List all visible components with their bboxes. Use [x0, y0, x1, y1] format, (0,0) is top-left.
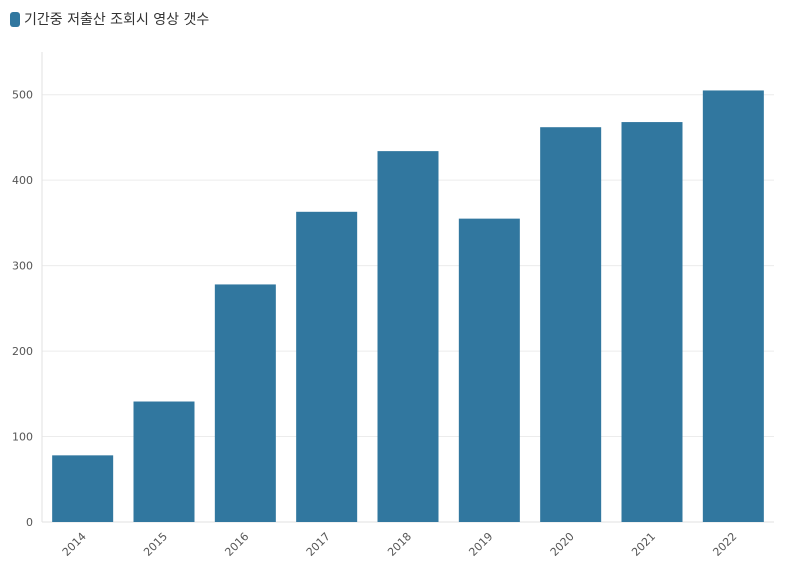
bar — [377, 151, 439, 523]
bar — [540, 127, 602, 522]
bar — [214, 284, 276, 522]
y-tick-label: 200 — [12, 345, 33, 358]
x-tick-label: 2022 — [710, 530, 739, 559]
x-tick-label: 2019 — [466, 530, 495, 559]
y-tick-label: 0 — [26, 516, 33, 529]
bar — [458, 218, 520, 523]
bar — [52, 455, 114, 522]
x-tick-label: 2021 — [629, 530, 658, 559]
y-tick-label: 500 — [12, 89, 33, 102]
x-tick-label: 2016 — [222, 530, 251, 559]
bar — [133, 401, 195, 522]
bar — [702, 90, 764, 523]
bar — [296, 211, 358, 523]
y-tick-label: 400 — [12, 174, 33, 187]
y-tick-label: 300 — [12, 260, 33, 273]
x-tick-label: 2015 — [141, 530, 170, 559]
legend-swatch — [10, 11, 20, 27]
legend-label: 기간중 저출산 조회시 영상 갯수 — [24, 12, 210, 28]
x-tick-label: 2020 — [548, 530, 577, 559]
y-tick-label: 100 — [12, 431, 33, 444]
x-tick-label: 2017 — [304, 530, 333, 559]
x-tick-label: 2018 — [385, 530, 414, 559]
x-tick-label: 2014 — [60, 530, 89, 559]
legend: 기간중 저출산 조회시 영상 갯수 — [10, 9, 209, 29]
bar — [621, 122, 683, 522]
